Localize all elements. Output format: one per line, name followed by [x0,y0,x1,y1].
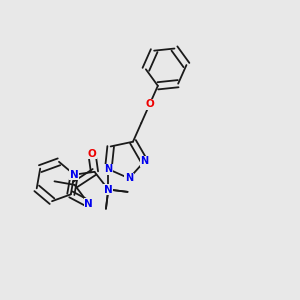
Text: N: N [140,156,148,167]
Text: O: O [145,99,154,110]
Text: N: N [125,173,133,183]
Text: N: N [85,199,93,209]
Text: N: N [104,164,112,174]
Text: N: N [70,170,79,180]
Text: N: N [104,184,113,194]
Text: O: O [88,148,96,159]
